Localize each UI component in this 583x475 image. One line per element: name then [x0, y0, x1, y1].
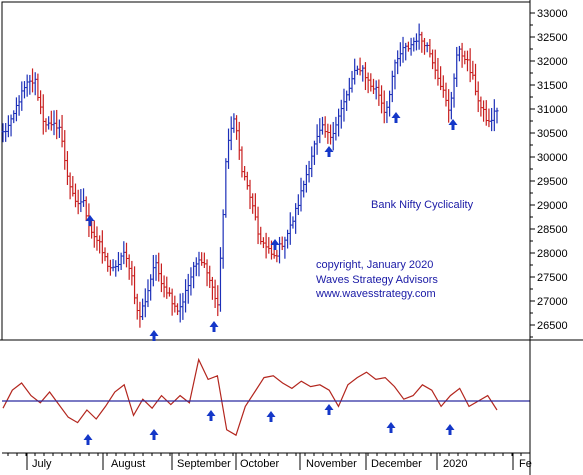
chart-title: Bank Nifty Cyclicality: [371, 199, 474, 211]
x-tick-label: December: [371, 458, 422, 470]
cycle-low-arrow-icon: [206, 410, 216, 421]
y-tick-label: 31000: [537, 104, 568, 116]
copyright-text: copyright, January 2020: [316, 259, 433, 271]
cycle-low-arrow-icon: [324, 404, 334, 415]
y-tick-label: 32000: [537, 56, 568, 68]
arrow-shape: [206, 410, 216, 421]
arrow-shape: [149, 429, 159, 440]
x-tick-label: July: [32, 458, 52, 470]
oscillator-line: [2, 357, 498, 437]
x-tick-label: 2020: [443, 458, 467, 470]
cycle-low-arrow-icon: [149, 330, 159, 341]
oscillator-panel: [0, 339, 583, 437]
arrow-shape: [266, 411, 276, 422]
cycle-low-arrow-icon: [445, 424, 455, 435]
y-tick-label: 27500: [537, 272, 568, 284]
cycle-low-arrow-icon: [83, 434, 93, 445]
cycle-low-arrow-icon: [391, 112, 401, 123]
arrow-shape: [391, 112, 401, 123]
cycle-low-arrow-icon: [149, 429, 159, 440]
y-tick-label: 28000: [537, 248, 568, 260]
arrow-shape: [85, 215, 95, 226]
x-tick-label: August: [111, 458, 145, 470]
arrow-shape: [209, 321, 219, 332]
cycle-low-arrows: [83, 112, 458, 445]
arrow-shape: [270, 239, 280, 250]
company-name: Waves Strategy Advisors: [316, 274, 438, 286]
y-axis: 33000 32500 32000 31500 31000 30500 30000 29500…: [529, 0, 568, 475]
y-tick-label: 27000: [537, 296, 568, 308]
arrow-shape: [386, 422, 396, 433]
cycle-low-arrow-icon: [270, 239, 280, 250]
arrow-shape: [83, 434, 93, 445]
cycle-low-arrow-icon: [266, 411, 276, 422]
cycle-low-arrow-icon: [448, 119, 458, 130]
arrow-shape: [448, 119, 458, 130]
cycle-low-arrow-icon: [85, 215, 95, 226]
x-tick-label: November: [306, 458, 357, 470]
y-tick-label: 31500: [537, 80, 568, 92]
y-tick-label: 26500: [537, 320, 568, 332]
y-tick-label: 29000: [537, 200, 568, 212]
arrow-shape: [324, 404, 334, 415]
x-axis: July August September October November Decemb…: [2, 452, 532, 470]
cycle-low-arrow-icon: [324, 146, 334, 157]
website-url: www.wavesstrategy.com: [315, 288, 436, 300]
arrow-shape: [445, 424, 455, 435]
y-tick-label: 28500: [537, 224, 568, 236]
y-tick-label: 30500: [537, 128, 568, 140]
y-tick-label: 29500: [537, 176, 568, 188]
y-tick-label: 30000: [537, 152, 568, 164]
x-tick-label: Fe: [519, 458, 532, 470]
cycle-low-arrow-icon: [209, 321, 219, 332]
y-tick-label: 33000: [537, 8, 568, 20]
x-tick-label: September: [177, 458, 231, 470]
arrow-shape: [149, 330, 159, 341]
y-tick-label: 32500: [537, 32, 568, 44]
x-tick-label: October: [240, 458, 279, 470]
arrow-shape: [324, 146, 334, 157]
cycle-low-arrow-icon: [386, 422, 396, 433]
price-panel: [1, 1, 531, 341]
